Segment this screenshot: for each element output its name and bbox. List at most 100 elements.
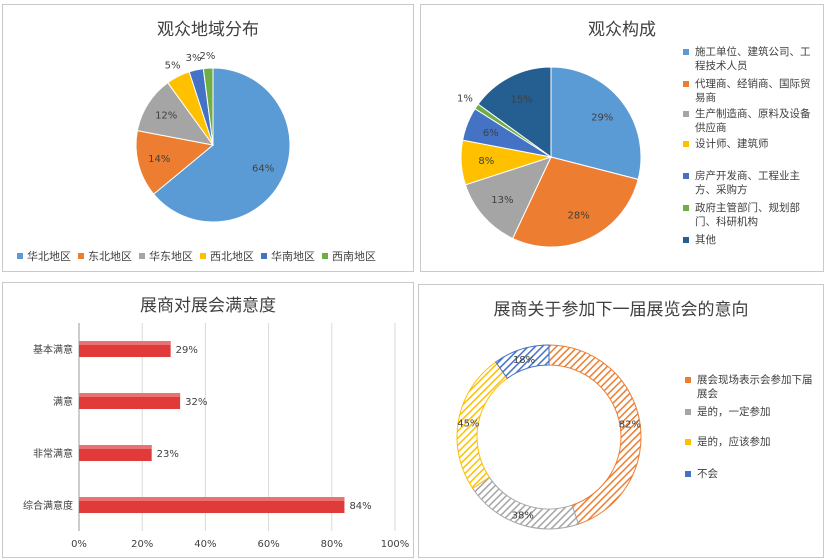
x-tick-label: 0% (71, 539, 87, 550)
legend-label: 是的，一定参加 (697, 406, 771, 418)
bar-value-label: 84% (349, 501, 371, 512)
intention-legend-item: 不会 (685, 467, 718, 481)
audience-slice-2 (464, 156, 552, 240)
region-slice-label: 14% (148, 154, 170, 165)
intention-segment-label: 18% (513, 355, 535, 366)
legend-swatch (683, 111, 689, 117)
audience-slice-label: 29% (591, 112, 613, 123)
legend-label: 设计师、建筑师 (695, 138, 769, 150)
audience-slice-6 (477, 66, 552, 158)
region-slice-1 (135, 129, 215, 195)
intention-segment-3 (494, 344, 550, 380)
bar-highlight (79, 497, 345, 501)
satisfaction-bar-chart: 0% 20% 40% 60% 80% 100% 基本满意 29% 满意 32% 非常满意 23% 综合满… (23, 323, 410, 550)
legend-swatch (78, 253, 84, 259)
audience-slice-label: 8% (478, 156, 494, 167)
legend-swatch (685, 409, 691, 415)
y-category-label: 非常满意 (33, 447, 73, 460)
region-legend-item: 华北地区 (17, 250, 71, 263)
audience-legend-item: 生产制造商、原料及设备供应商 (683, 107, 811, 135)
legend-label: 政府主管部门、规划部门、科研机构 (695, 202, 800, 228)
legend-swatch (139, 253, 145, 259)
legend-label: 华北地区 (27, 250, 71, 263)
region-legend-item: 华南地区 (261, 250, 315, 263)
region-slice-label: 64% (252, 164, 274, 175)
region-slice-label: 3% (186, 53, 202, 64)
legend-label: 华南地区 (271, 250, 315, 263)
bar-highlight (79, 393, 181, 397)
y-category-label: 满意 (53, 395, 73, 408)
legend-swatch (683, 141, 689, 147)
satisfaction-bar-panel: 展商对展会满意度 0% 20% 40% 60% 80% 100% 基本满意 29% 满意 32% 非… (2, 282, 414, 558)
legend-swatch (685, 377, 691, 383)
region-slice-5 (202, 67, 214, 146)
bar-value-label: 32% (185, 397, 207, 408)
x-tick-label: 60% (257, 539, 279, 550)
region-pie-legend: 华北地区 东北地区 华东地区 西北地区 华南地区 西南地区 (17, 248, 383, 264)
legend-swatch (200, 253, 206, 259)
intention-legend-item: 展会现场表示会参加下届展会 (685, 373, 813, 401)
audience-pie-chart: 29% 28% 13% 8% 6% 1% 15% (457, 66, 642, 248)
audience-slice-label: 28% (567, 211, 589, 222)
legend-label: 东北地区 (88, 250, 132, 263)
audience-pie-title: 观众构成 (588, 20, 656, 40)
legend-swatch (683, 81, 689, 87)
bar-highlight (79, 341, 171, 345)
audience-slice-label: 1% (457, 94, 473, 105)
x-tick-label: 80% (321, 539, 343, 550)
intention-segment-label: 45% (457, 418, 479, 429)
legend-label: 不会 (697, 468, 718, 480)
audience-legend-item: 其他 (683, 233, 716, 247)
legend-label: 其他 (695, 234, 716, 246)
legend-swatch (261, 253, 267, 259)
intention-doughnut-title: 展商关于参加下一届展览会的意向 (493, 300, 749, 320)
intention-doughnut-panel: 展商关于参加下一届展览会的意向 82% 38% 45% 18% 展会现场表示会参加下届… (418, 284, 824, 558)
legend-label: 代理商、经销商、国际贸易商 (695, 78, 811, 104)
region-legend-item: 西北地区 (200, 250, 254, 263)
legend-swatch (322, 253, 328, 259)
y-category-label: 基本满意 (33, 343, 73, 356)
x-tick-label: 100% (381, 539, 410, 550)
legend-label: 施工单位、建筑公司、工程技术人员 (695, 46, 811, 72)
bar-highlight (79, 445, 152, 449)
legend-swatch (683, 173, 689, 179)
legend-swatch (685, 471, 691, 477)
region-slice-label: 12% (155, 110, 177, 121)
region-legend-item: 西南地区 (322, 250, 376, 263)
legend-label: 展会现场表示会参加下届展会 (697, 374, 813, 400)
legend-label: 房产开发商、工程业主方、采购方 (695, 170, 800, 196)
legend-swatch (683, 205, 689, 211)
legend-swatch (17, 253, 23, 259)
region-slice-0 (152, 67, 291, 223)
region-legend-item: 东北地区 (78, 250, 132, 263)
audience-legend-item: 政府主管部门、规划部门、科研机构 (683, 201, 811, 229)
satisfaction-bar-title: 展商对展会满意度 (140, 296, 276, 316)
region-pie-chart: 64% 14% 12% 5% 3%2% (135, 51, 291, 223)
audience-pie-panel: 观众构成 29% 28% 13% 8% 6% 1% 15% 施工单位、建筑公司、工程技术人员… (420, 4, 824, 272)
intention-segment-label: 82% (619, 420, 641, 431)
bar-value-label: 23% (157, 449, 179, 460)
bar-value-label: 29% (176, 345, 198, 356)
audience-slice-1 (512, 156, 639, 248)
legend-swatch (683, 237, 689, 243)
audience-legend-item: 代理商、经销商、国际贸易商 (683, 77, 811, 105)
audience-legend-item: 房产开发商、工程业主方、采购方 (683, 169, 811, 197)
region-pie-panel: 观众地域分布 64% 14% 12% 5% 3% 2% 华北地区 东北地区 华东地区 西北地区华… (2, 4, 414, 272)
legend-label: 生产制造商、原料及设备供应商 (695, 108, 811, 134)
legend-label: 西北地区 (210, 250, 254, 263)
legend-label: 是的，应该参加 (697, 436, 771, 448)
intention-legend-item: 是的，应该参加 (685, 435, 771, 449)
x-tick-label: 20% (131, 539, 153, 550)
region-slice-label: 5% (165, 61, 181, 72)
y-category-label: 综合满意度 (23, 499, 73, 512)
intention-legend-item: 是的，一定参加 (685, 405, 771, 419)
audience-slice-0 (550, 66, 642, 180)
region-legend-item: 华东地区 (139, 250, 193, 263)
region-pie-title: 观众地域分布 (157, 20, 259, 40)
audience-slice-label: 6% (483, 128, 499, 139)
audience-slice-label: 13% (491, 195, 513, 206)
legend-label: 西南地区 (332, 250, 376, 263)
intention-doughnut-chart: 82% 38% 45% 18% (456, 344, 642, 530)
audience-slice-label: 15% (510, 94, 532, 105)
region-slice-label: 2% (199, 51, 215, 62)
